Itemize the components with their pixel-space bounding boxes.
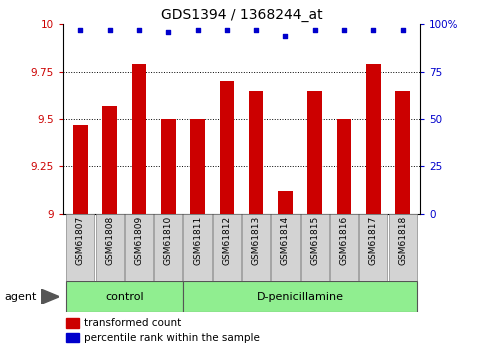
Point (399, 27, 407, 32)
Point (369, 27, 377, 32)
Bar (161, 119, 176, 214)
FancyBboxPatch shape (125, 214, 153, 281)
Point (252, 27, 260, 32)
Bar (366, 64, 381, 214)
Bar (102, 106, 117, 214)
Bar (395, 90, 410, 214)
FancyBboxPatch shape (184, 214, 212, 281)
Text: GSM61810: GSM61810 (164, 216, 173, 265)
Text: GSM61809: GSM61809 (134, 216, 143, 265)
Point (194, 27, 201, 32)
FancyBboxPatch shape (183, 281, 417, 312)
Bar (132, 64, 146, 214)
Text: GSM61807: GSM61807 (76, 216, 85, 265)
Bar (249, 90, 263, 214)
Text: control: control (105, 292, 143, 302)
FancyBboxPatch shape (96, 214, 124, 281)
FancyBboxPatch shape (154, 214, 182, 281)
Text: GSM61814: GSM61814 (281, 216, 290, 265)
Point (311, 27, 319, 32)
Bar (190, 119, 205, 214)
Text: GSM61817: GSM61817 (369, 216, 378, 265)
FancyBboxPatch shape (271, 214, 299, 281)
Bar (220, 81, 234, 214)
Text: GSM61812: GSM61812 (222, 216, 231, 265)
Bar (66, 333, 79, 342)
FancyBboxPatch shape (301, 214, 329, 281)
FancyBboxPatch shape (242, 214, 270, 281)
Bar (307, 90, 322, 214)
Text: GSM61811: GSM61811 (193, 216, 202, 265)
Point (76, 27, 84, 32)
Text: D-penicillamine: D-penicillamine (256, 292, 343, 302)
FancyBboxPatch shape (359, 214, 387, 281)
FancyBboxPatch shape (213, 214, 241, 281)
Bar (337, 119, 351, 214)
Point (340, 27, 348, 32)
Text: agent: agent (5, 292, 37, 302)
Point (164, 29, 172, 34)
Text: GSM61816: GSM61816 (340, 216, 349, 265)
Bar (73, 125, 88, 214)
Point (223, 27, 231, 32)
Point (282, 33, 289, 38)
Text: GSM61808: GSM61808 (105, 216, 114, 265)
Text: percentile rank within the sample: percentile rank within the sample (84, 333, 260, 343)
FancyBboxPatch shape (330, 214, 358, 281)
Text: GSM61813: GSM61813 (252, 216, 261, 265)
Text: GSM61815: GSM61815 (310, 216, 319, 265)
Point (106, 27, 114, 32)
Point (135, 27, 143, 32)
Text: transformed count: transformed count (84, 318, 182, 328)
Title: GDS1394 / 1368244_at: GDS1394 / 1368244_at (161, 8, 322, 22)
Bar (66, 318, 79, 328)
Text: GSM61818: GSM61818 (398, 216, 407, 265)
FancyBboxPatch shape (388, 214, 417, 281)
FancyBboxPatch shape (66, 281, 183, 312)
Polygon shape (41, 289, 59, 304)
Bar (278, 191, 293, 214)
FancyBboxPatch shape (66, 214, 95, 281)
